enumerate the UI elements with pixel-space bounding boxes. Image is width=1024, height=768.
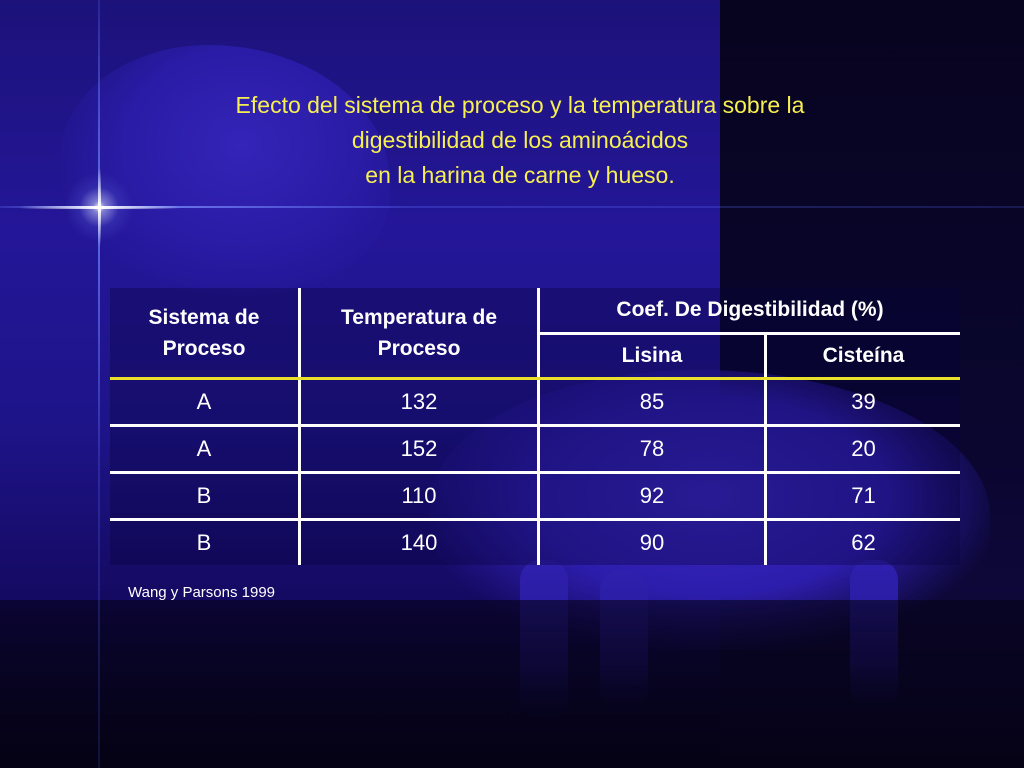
table-header-row: Sistema de Proceso Temperatura de Proces…	[110, 288, 960, 380]
cell-lisina: 90	[537, 519, 766, 565]
cell-cisteina: 20	[764, 425, 960, 474]
cell-temperatura: 140	[298, 519, 539, 565]
cell-sistema: A	[110, 378, 300, 427]
cell-lisina: 78	[537, 425, 766, 474]
cell-temperatura: 152	[298, 425, 539, 474]
cell-temperatura: 110	[298, 472, 539, 521]
header-cisteina: Cisteína	[764, 333, 960, 380]
cell-lisina: 85	[537, 378, 766, 427]
slide-title-line: digestibilidad de los aminoácidos	[351, 127, 689, 153]
slide-title-line: Efecto del sistema de proceso y la tempe…	[235, 92, 805, 118]
header-label: Proceso	[377, 336, 461, 360]
table-row: A 152 78 20	[110, 425, 960, 474]
cell-cisteina: 62	[764, 519, 960, 565]
table-row: B 140 90 62	[110, 519, 960, 565]
background-animal-head-image	[60, 45, 390, 295]
header-label: Sistema de	[148, 305, 260, 329]
light-flare-ray	[20, 206, 180, 209]
cell-sistema: A	[110, 425, 300, 474]
header-label: Temperatura de	[341, 305, 497, 329]
table-subheader-row: Lisina Cisteína	[110, 333, 960, 380]
slide-title: Efecto del sistema de proceso y la tempe…	[110, 88, 930, 193]
header-coef-digestibilidad: Coef. De Digestibilidad (%)	[537, 288, 960, 335]
cell-temperatura: 132	[298, 378, 539, 427]
header-temperatura-de-proceso: Temperatura de Proceso	[298, 288, 539, 380]
cell-cisteina: 71	[764, 472, 960, 521]
background-floor	[0, 600, 1024, 768]
cell-sistema: B	[110, 519, 300, 565]
cell-lisina: 92	[537, 472, 766, 521]
slide-title-line: en la harina de carne y hueso.	[365, 162, 675, 188]
light-flare-vertical	[98, 0, 100, 768]
table-row: B 110 92 71	[110, 472, 960, 521]
source-citation: Wang y Parsons 1999	[128, 584, 276, 601]
digestibility-table: Sistema de Proceso Temperatura de Proces…	[110, 288, 960, 565]
header-sistema-de-proceso: Sistema de Proceso	[110, 288, 300, 380]
header-lisina: Lisina	[537, 333, 766, 380]
cell-sistema: B	[110, 472, 300, 521]
table-row: A 132 85 39	[110, 378, 960, 427]
light-flare-horizontal	[0, 206, 1024, 208]
cell-cisteina: 39	[764, 378, 960, 427]
header-label: Proceso	[162, 336, 246, 360]
